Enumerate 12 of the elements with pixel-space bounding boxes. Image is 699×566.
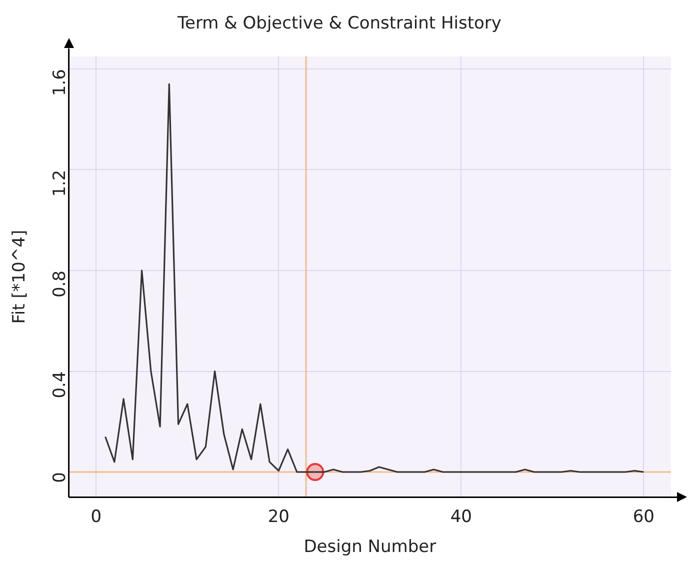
y-tick-label: 1.2: [50, 170, 70, 197]
y-tick-label: 0.4: [50, 371, 70, 398]
y-tick-label: 1.6: [50, 68, 70, 96]
y-axis-title: Fit [*10^4]: [10, 230, 30, 324]
x-tick-label: 40: [450, 506, 472, 527]
x-axis-title: Design Number: [304, 537, 436, 558]
chart-title: Term & Objective & Constraint History: [176, 14, 502, 34]
y-tick-label: 0.8: [50, 270, 70, 298]
x-tick-label: 20: [268, 506, 290, 527]
x-tick-label: 0: [90, 506, 102, 527]
y-tick-label: 0: [50, 472, 70, 483]
x-tick-label: 60: [632, 506, 654, 527]
